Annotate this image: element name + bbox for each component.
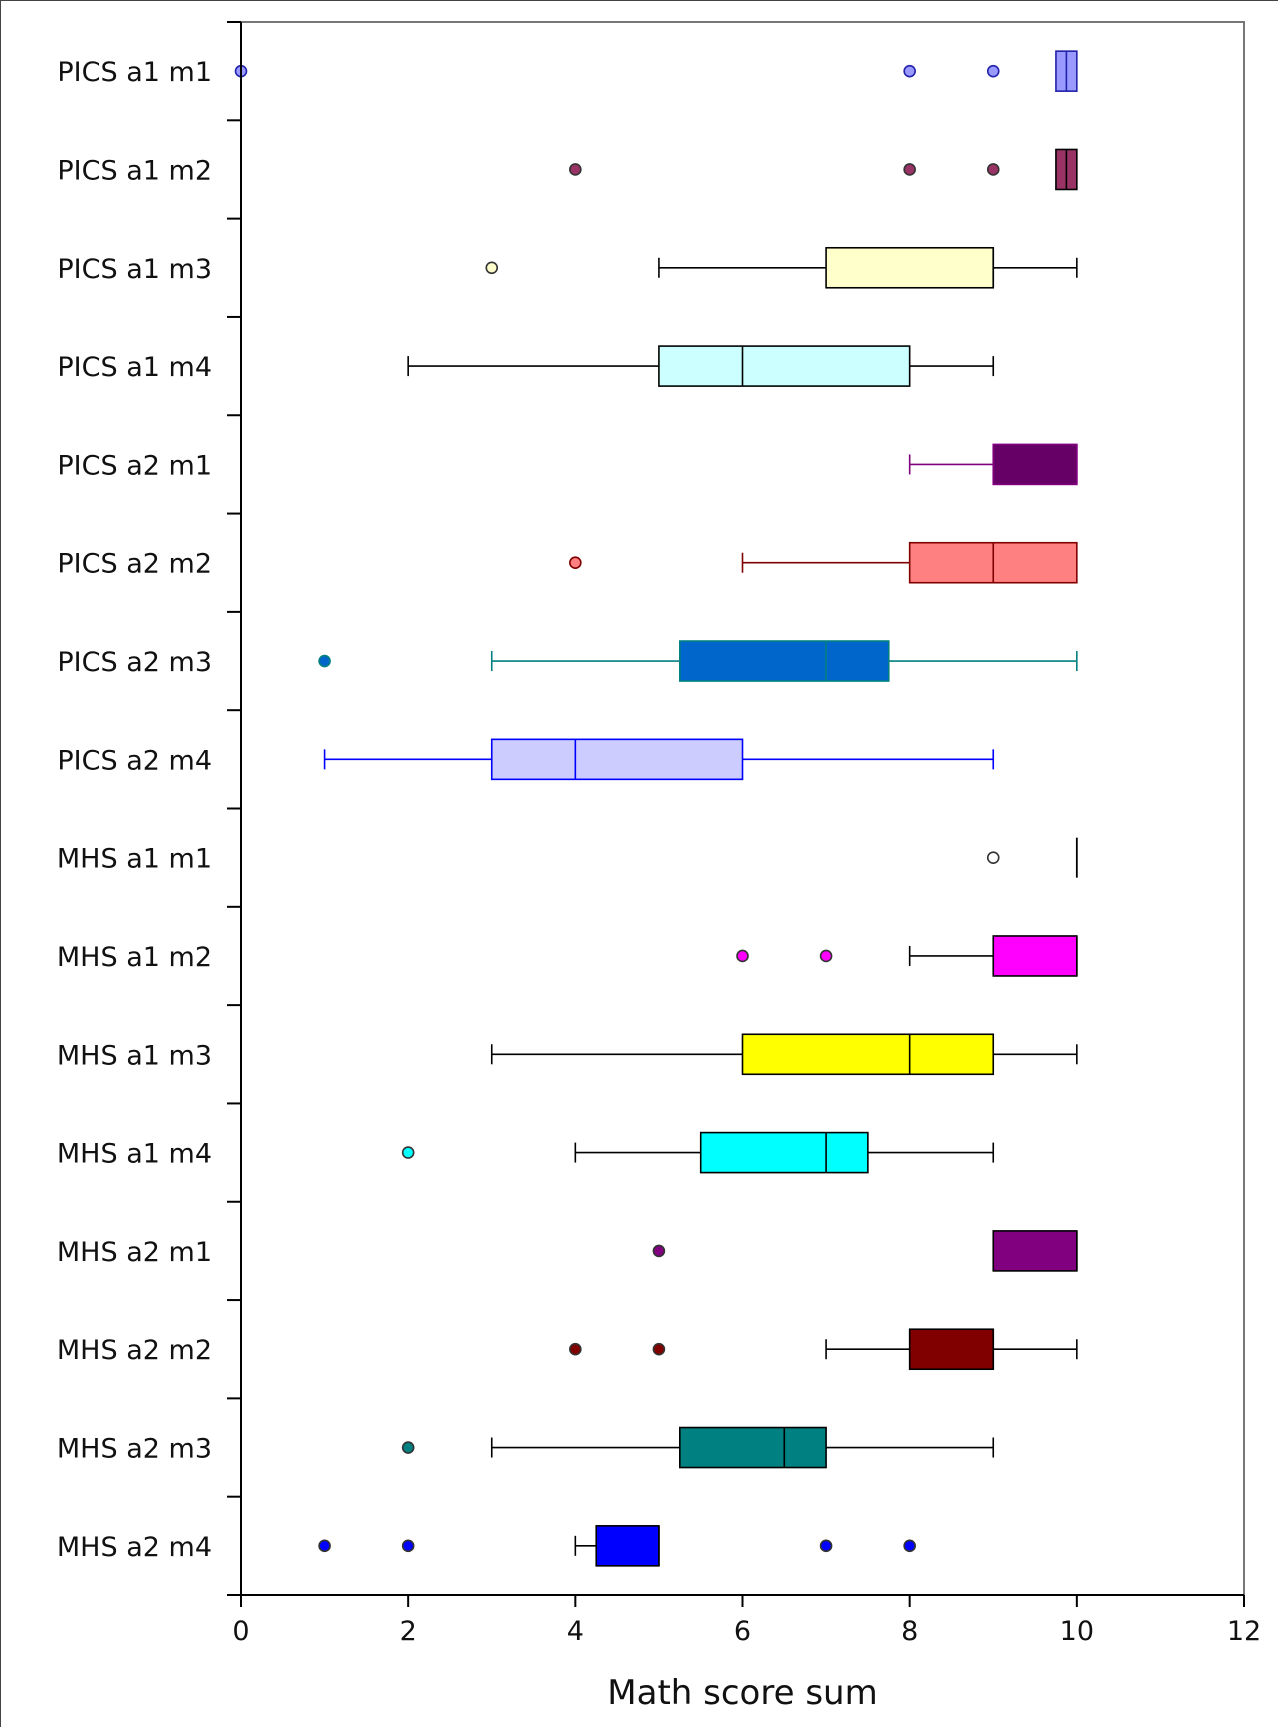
- box-group: [485, 246, 1078, 289]
- x-tick-label: 12: [1227, 1616, 1261, 1647]
- box-iqr: [992, 443, 1078, 486]
- outlier-point: [986, 163, 1000, 176]
- box-group: [318, 1525, 916, 1567]
- box-iqr: [992, 935, 1078, 977]
- outlier-point: [318, 1539, 331, 1553]
- y-tick-label: PICS a1 m1: [57, 57, 212, 88]
- y-tick-label: MHS a2 m3: [57, 1434, 212, 1465]
- x-tick-label: 10: [1060, 1616, 1094, 1647]
- outlier-point: [986, 64, 1000, 78]
- outlier-point: [318, 654, 331, 668]
- outlier-point: [401, 1146, 415, 1159]
- box-group: [569, 148, 1078, 191]
- box-iqr: [490, 738, 744, 781]
- y-tick-label: PICS a1 m4: [57, 352, 212, 383]
- y-tick-label: MHS a1 m4: [57, 1139, 212, 1170]
- y-tick-label: PICS a1 m3: [57, 254, 212, 285]
- outlier-point: [652, 1244, 666, 1258]
- box-group: [234, 50, 1078, 92]
- y-tick-label: MHS a1 m2: [57, 942, 212, 973]
- outlier-point: [903, 1539, 916, 1553]
- box-group: [736, 935, 1078, 977]
- outlier-point: [903, 64, 916, 78]
- y-tick-label: PICS a2 m3: [57, 647, 212, 678]
- plot-area-border: [240, 21, 1245, 1596]
- outlier-point: [401, 1441, 415, 1454]
- boxes-layer: [234, 50, 1078, 1567]
- y-tick-label: PICS a2 m4: [57, 745, 212, 776]
- y-tick-label: MHS a2 m2: [57, 1335, 212, 1366]
- outlier-point: [903, 163, 916, 176]
- box-group: [569, 1328, 1078, 1371]
- y-tick-label: MHS a2 m4: [57, 1532, 212, 1563]
- outlier-point: [401, 1539, 415, 1553]
- y-tick-label: MHS a1 m1: [57, 844, 212, 875]
- box-group: [401, 1131, 995, 1174]
- box-iqr: [825, 246, 995, 289]
- outlier-point: [986, 851, 1000, 864]
- box-iqr: [595, 1525, 660, 1567]
- x-tick-label: 0: [232, 1616, 249, 1647]
- box-group: [908, 443, 1078, 486]
- y-tick-label: PICS a1 m2: [57, 155, 212, 186]
- x-tick-label: 6: [734, 1616, 751, 1647]
- x-tick-label: 8: [901, 1616, 918, 1647]
- outlier-point: [736, 949, 749, 963]
- box-iqr: [741, 1033, 995, 1076]
- outlier-point: [819, 1539, 833, 1553]
- box-group: [318, 640, 1078, 682]
- box-iqr: [658, 345, 911, 387]
- outlier-point: [819, 949, 833, 963]
- outlier-point: [485, 261, 499, 275]
- y-ticks: PICS a1 m1 PICS a1 m2 PICS a1 m3 PICS a1 m4…: [57, 21, 241, 1596]
- box-iqr: [699, 1131, 869, 1174]
- box-iqr: [679, 1426, 827, 1469]
- box-group: [407, 345, 995, 387]
- axes-layer: [240, 21, 1245, 1596]
- y-tick-label: PICS a2 m1: [57, 450, 212, 481]
- box-group: [401, 1426, 995, 1469]
- x-tick-label: 4: [567, 1616, 584, 1647]
- box-group: [652, 1230, 1078, 1272]
- box-group: [323, 738, 995, 781]
- outlier-point: [652, 1342, 666, 1356]
- box-group: [986, 837, 1078, 878]
- y-tick-label: MHS a1 m3: [57, 1040, 212, 1071]
- x-ticks: 0 2 4 6 8 10 12: [232, 1595, 1261, 1647]
- box-group: [569, 541, 1078, 584]
- box-group: [490, 1033, 1078, 1076]
- box-iqr: [679, 640, 890, 682]
- x-axis-label: Math score sum: [607, 1673, 877, 1713]
- box-iqr: [992, 1230, 1078, 1272]
- outlier-point: [569, 1342, 582, 1356]
- box-iqr: [908, 1328, 995, 1371]
- x-tick-label: 2: [400, 1616, 417, 1647]
- outlier-point: [569, 163, 582, 176]
- y-tick-label: PICS a2 m2: [57, 549, 212, 580]
- outlier-point: [569, 556, 582, 570]
- y-tick-label: MHS a2 m1: [57, 1237, 212, 1268]
